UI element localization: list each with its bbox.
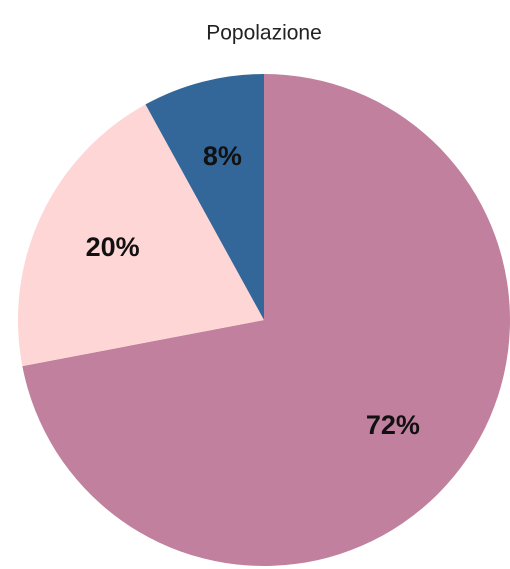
pie-slice [145,74,264,320]
data-label: 8% [203,141,242,171]
data-label: 72% [366,410,420,440]
pie-slice [22,74,510,566]
chart-title: Popolazione [206,22,322,45]
data-label: 20% [86,232,140,262]
pie-slice [17,104,265,367]
